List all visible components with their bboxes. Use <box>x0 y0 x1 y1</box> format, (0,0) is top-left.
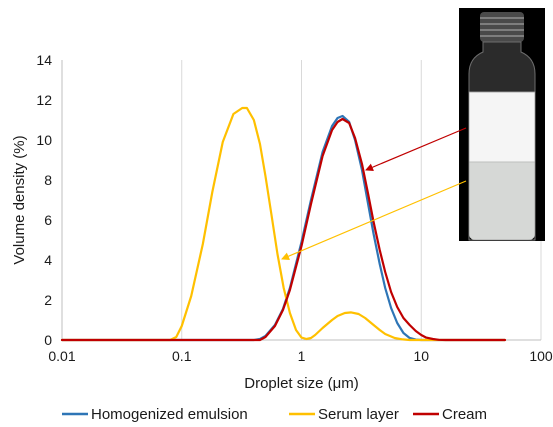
series-line-1 <box>60 106 507 342</box>
vial-cream-layer <box>469 92 535 162</box>
legend-label-cream: Cream <box>442 406 487 423</box>
y-tick-label: 8 <box>44 172 52 188</box>
vial-serum-layer <box>469 162 535 240</box>
legend-item-serum: Serum layer <box>289 406 399 423</box>
y-axis-title: Volume density (%) <box>11 135 28 264</box>
y-tick-label: 10 <box>36 132 52 148</box>
legend-item-homogenized: Homogenized emulsion <box>62 406 248 423</box>
vial-cap <box>480 12 524 42</box>
y-tick-label: 14 <box>36 52 52 68</box>
vial-cap-threads <box>480 17 524 37</box>
x-tick-label: 100 <box>529 348 553 364</box>
vial-glass-outline <box>468 91 536 241</box>
y-tick-label: 12 <box>36 92 52 108</box>
x-tick-label: 1 <box>298 348 306 364</box>
y-tick-label: 4 <box>44 252 52 268</box>
legend: Homogenized emulsion Serum layer Cream <box>62 406 487 423</box>
series-line-2 <box>60 117 507 342</box>
y-tick-label: 0 <box>44 332 52 348</box>
inset-vial-photo <box>459 8 545 241</box>
y-tick-label: 6 <box>44 212 52 228</box>
cream-arrow <box>365 127 467 171</box>
legend-item-cream: Cream <box>413 406 487 423</box>
legend-label-serum: Serum layer <box>318 406 399 423</box>
x-tick-label: 0.1 <box>172 348 192 364</box>
x-tick-labels: 0.01 0.1 1 10 100 <box>48 348 553 364</box>
x-tick-label: 0.01 <box>48 348 75 364</box>
series-lines <box>60 106 507 342</box>
y-tick-labels: 0 2 4 6 8 10 12 14 <box>36 52 52 348</box>
x-tick-label: 10 <box>413 348 429 364</box>
y-tick-label: 2 <box>44 292 52 308</box>
legend-label-homogenized: Homogenized emulsion <box>91 406 248 423</box>
x-axis-title: Droplet size (μm) <box>244 375 359 392</box>
serum-arrow <box>281 180 467 260</box>
